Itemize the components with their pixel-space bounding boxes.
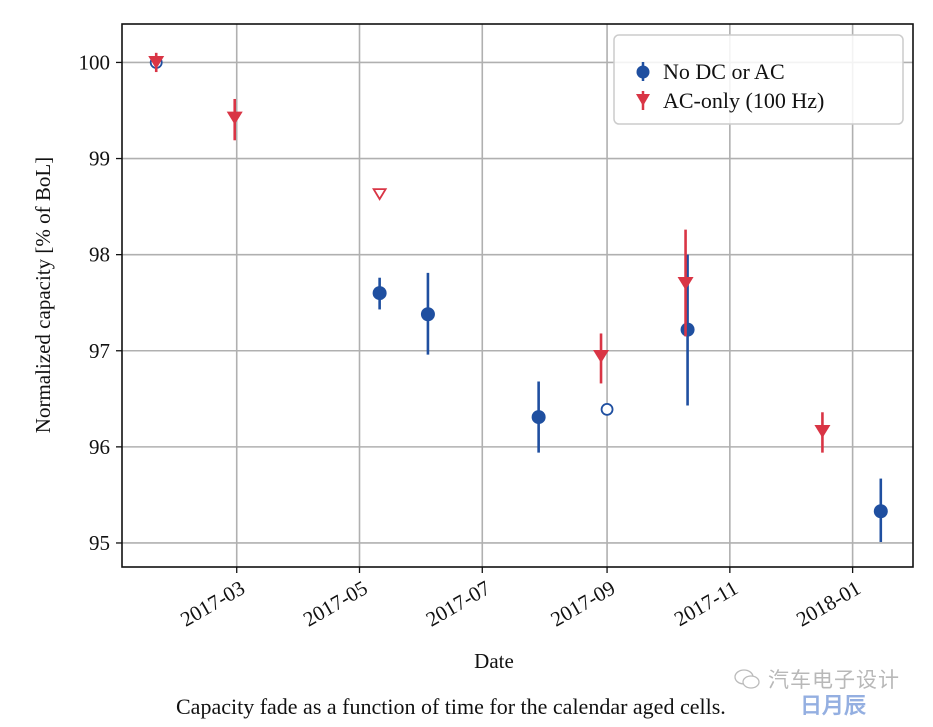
chart: 2017-03 2017-05 2017-07 2017-09 2017-11 2018-… xyxy=(31,23,914,673)
data-point-circle xyxy=(372,286,387,301)
x-axis-label: Date xyxy=(474,649,514,673)
y-tick-label: 97 xyxy=(89,339,110,363)
data-point-triangle xyxy=(593,350,610,364)
x-tick-label: 2017-03 xyxy=(176,576,249,632)
y-axis-ticks: 95 96 97 98 99 100 xyxy=(79,50,122,555)
x-tick-label: 2018-01 xyxy=(792,576,865,632)
y-tick-label: 95 xyxy=(89,531,110,555)
data-point-triangle xyxy=(226,111,243,125)
data-point-circle xyxy=(600,402,614,416)
y-tick-label: 96 xyxy=(89,435,110,459)
figure-caption: Capacity fade as a function of time for … xyxy=(176,694,726,719)
watermark-text: 汽车电子设计 xyxy=(768,668,900,692)
data-point-triangle xyxy=(372,188,388,201)
x-tick-label: 2017-07 xyxy=(422,576,495,632)
data-point-circle xyxy=(873,504,888,519)
x-tick-label: 2017-11 xyxy=(670,576,742,631)
data-point-triangle xyxy=(148,55,165,69)
legend-entry-no-dc-or-ac: No DC or AC xyxy=(636,59,785,84)
series-ac-only xyxy=(148,52,831,453)
legend-marker-circle xyxy=(636,65,650,79)
y-tick-label: 98 xyxy=(89,243,110,267)
x-tick-label: 2017-05 xyxy=(299,576,372,632)
y-tick-label: 99 xyxy=(89,147,110,171)
data-point-circle xyxy=(420,307,435,322)
x-axis-ticks: 2017-03 2017-05 2017-07 2017-09 2017-11 2018-… xyxy=(176,567,865,631)
y-axis-label: Normalized capacity [% of BoL] xyxy=(31,157,55,433)
x-tick-label: 2017-09 xyxy=(547,576,620,632)
legend-label: AC-only (100 Hz) xyxy=(663,88,824,113)
legend-box xyxy=(613,34,904,125)
data-point-circle xyxy=(531,410,546,425)
data-point-triangle xyxy=(814,424,831,438)
legend: No DC or AC AC-only (100 Hz) xyxy=(613,34,904,125)
y-tick-label: 100 xyxy=(79,50,111,74)
data-marks xyxy=(148,52,888,543)
legend-label: No DC or AC xyxy=(663,59,785,84)
legend-entry-ac-only: AC-only (100 Hz) xyxy=(636,88,824,113)
watermark-logo: 日月辰 xyxy=(800,694,867,719)
series-no-dc-or-ac xyxy=(149,56,888,543)
legend-marker-triangle xyxy=(636,94,650,106)
data-point-triangle xyxy=(677,276,694,290)
data-point-circle xyxy=(680,322,695,337)
wechat-icon xyxy=(734,669,760,689)
plot-frame xyxy=(121,23,914,568)
